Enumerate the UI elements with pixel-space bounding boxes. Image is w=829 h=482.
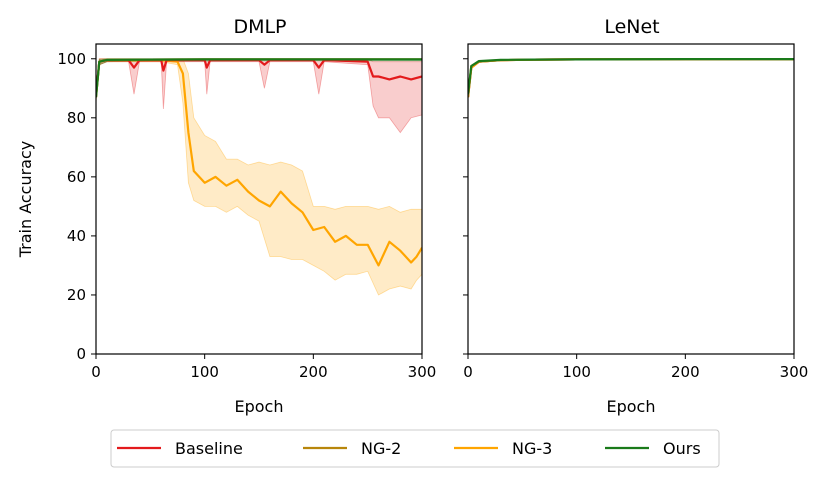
line-ng-3 xyxy=(468,58,794,98)
band-ng-3 xyxy=(96,58,422,296)
y-tick-label: 20 xyxy=(67,286,86,304)
x-axis-label: Epoch xyxy=(607,397,656,416)
line-ng-2 xyxy=(468,58,794,98)
series-layer xyxy=(468,58,794,98)
legend-item-baseline: Baseline xyxy=(117,439,243,458)
x-tick-label: 300 xyxy=(408,363,437,381)
x-tick-label: 300 xyxy=(780,363,809,381)
panel-lenet: LeNet 0 100 200 300 Epoch xyxy=(463,16,808,416)
panel-dmlp: DMLP 0 100 200 300 0 20 40 60 80 100 Epoch Train … xyxy=(16,16,436,416)
legend-item-ng-2: NG-2 xyxy=(303,439,401,458)
tick-group: 0 100 200 300 0 20 40 60 80 100 xyxy=(57,50,436,381)
legend-label: Baseline xyxy=(175,439,243,458)
series-layer xyxy=(96,58,422,296)
y-tick-label: 0 xyxy=(76,345,86,363)
y-tick-label: 100 xyxy=(57,50,86,68)
x-tick-label: 200 xyxy=(299,363,328,381)
panel-title: LeNet xyxy=(604,16,659,38)
x-tick-label: 0 xyxy=(91,363,101,381)
x-tick-label: 200 xyxy=(671,363,700,381)
legend-label: NG-2 xyxy=(361,439,401,458)
x-tick-label: 100 xyxy=(562,363,591,381)
legend-label: Ours xyxy=(663,439,701,458)
y-tick-label: 80 xyxy=(67,109,86,127)
legend-label: NG-3 xyxy=(512,439,552,458)
line-ours xyxy=(468,58,794,95)
legend: Baseline NG-2 NG-3 Ours xyxy=(110,429,720,468)
y-tick-label: 60 xyxy=(67,168,86,186)
x-tick-label: 0 xyxy=(463,363,473,381)
plot-area xyxy=(96,58,422,296)
x-axis-label: Epoch xyxy=(235,397,284,416)
legend-item-ours: Ours xyxy=(605,439,701,458)
plot-frame xyxy=(467,43,795,355)
line-ours xyxy=(96,58,422,98)
y-axis-label: Train Accuracy xyxy=(16,141,35,259)
plot-frame xyxy=(95,43,423,355)
tick-group: 0 100 200 300 xyxy=(463,58,809,381)
legend-frame xyxy=(110,429,720,468)
x-tick-label: 100 xyxy=(190,363,219,381)
plot-area xyxy=(468,58,794,98)
panel-title: DMLP xyxy=(233,16,286,38)
band-baseline xyxy=(96,58,422,134)
legend-item-ng-3: NG-3 xyxy=(454,439,552,458)
line-baseline xyxy=(468,58,794,98)
y-tick-label: 40 xyxy=(67,227,86,245)
